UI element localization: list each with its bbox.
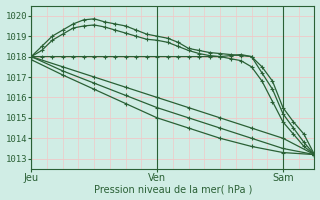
X-axis label: Pression niveau de la mer( hPa ): Pression niveau de la mer( hPa )	[94, 184, 252, 194]
